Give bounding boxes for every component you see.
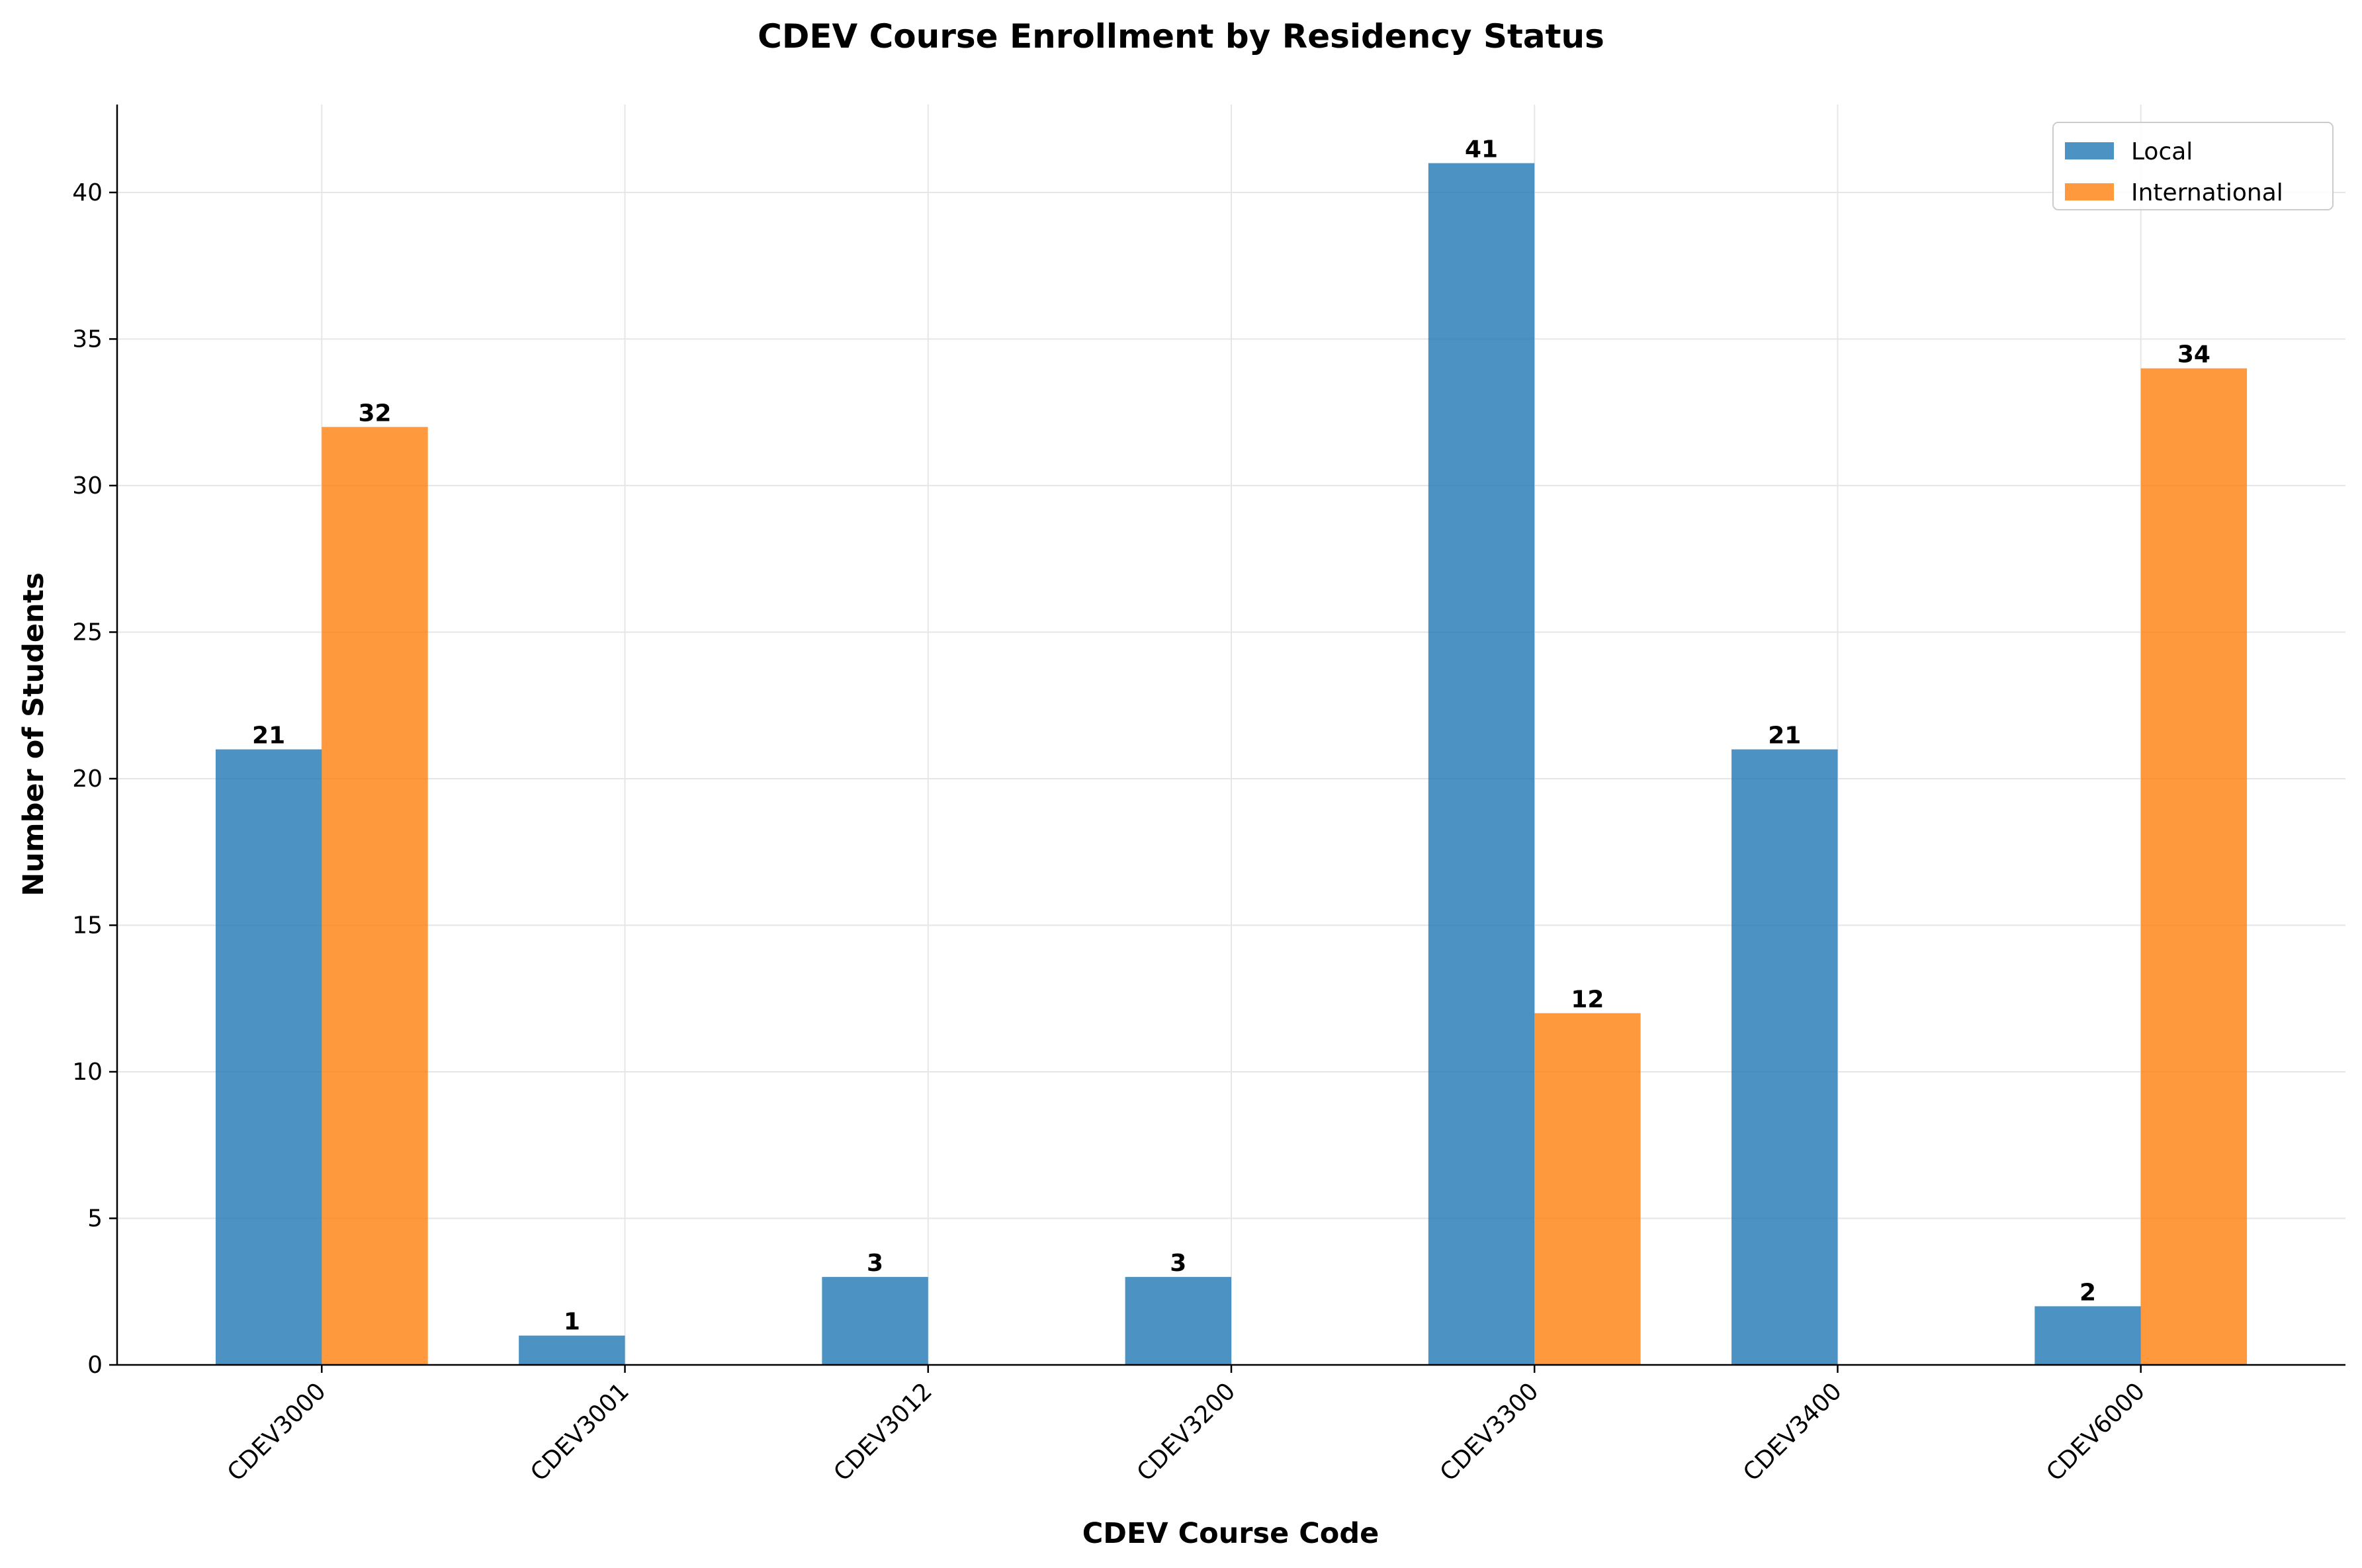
bar: [1125, 1277, 1231, 1365]
bar: [322, 427, 428, 1365]
legend-label: International: [2131, 179, 2283, 206]
y-tick-label: 40: [72, 179, 103, 206]
legend-box: [2052, 122, 2334, 210]
data-label: 3: [867, 1250, 883, 1277]
data-label: 2: [2079, 1279, 2096, 1306]
y-tick-label: 25: [72, 619, 103, 646]
legend-swatch: [2065, 183, 2114, 200]
bars: [215, 163, 2248, 1366]
bar: [2140, 368, 2248, 1365]
data-label: 21: [1768, 722, 1801, 750]
bar: [2034, 1306, 2141, 1365]
bar: [1428, 163, 1535, 1366]
y-tick-label: 10: [72, 1059, 103, 1086]
x-axis-label: CDEV Course Code: [1082, 1517, 1379, 1550]
bar: [1534, 1013, 1641, 1365]
y-axis-label: Number of Students: [17, 572, 50, 896]
y-tick-label: 5: [87, 1205, 103, 1232]
data-labels: 21 1 3 3 41 21 2 32 12 34: [252, 136, 2210, 1336]
y-tick-label: 20: [72, 765, 103, 793]
data-label: 1: [564, 1309, 580, 1336]
legend-swatch: [2065, 142, 2114, 159]
y-tick-label: 35: [72, 326, 103, 353]
bar: [822, 1277, 928, 1365]
data-label: 12: [1571, 986, 1604, 1013]
y-tick-label: 15: [72, 912, 103, 939]
data-label: 32: [358, 400, 391, 427]
data-label: 34: [2177, 341, 2210, 369]
legend: Local International: [2052, 122, 2334, 210]
bar: [1731, 749, 1838, 1365]
bar: [519, 1335, 625, 1365]
chart-title: CDEV Course Enrollment by Residency Stat…: [758, 17, 1604, 56]
y-tick-label: 30: [72, 472, 103, 500]
y-tick-label: 0: [87, 1352, 103, 1379]
legend-label: Local: [2131, 138, 2193, 165]
data-label: 41: [1465, 136, 1498, 163]
data-label: 21: [252, 722, 285, 750]
data-label: 3: [1170, 1250, 1186, 1277]
bar: [215, 749, 322, 1365]
